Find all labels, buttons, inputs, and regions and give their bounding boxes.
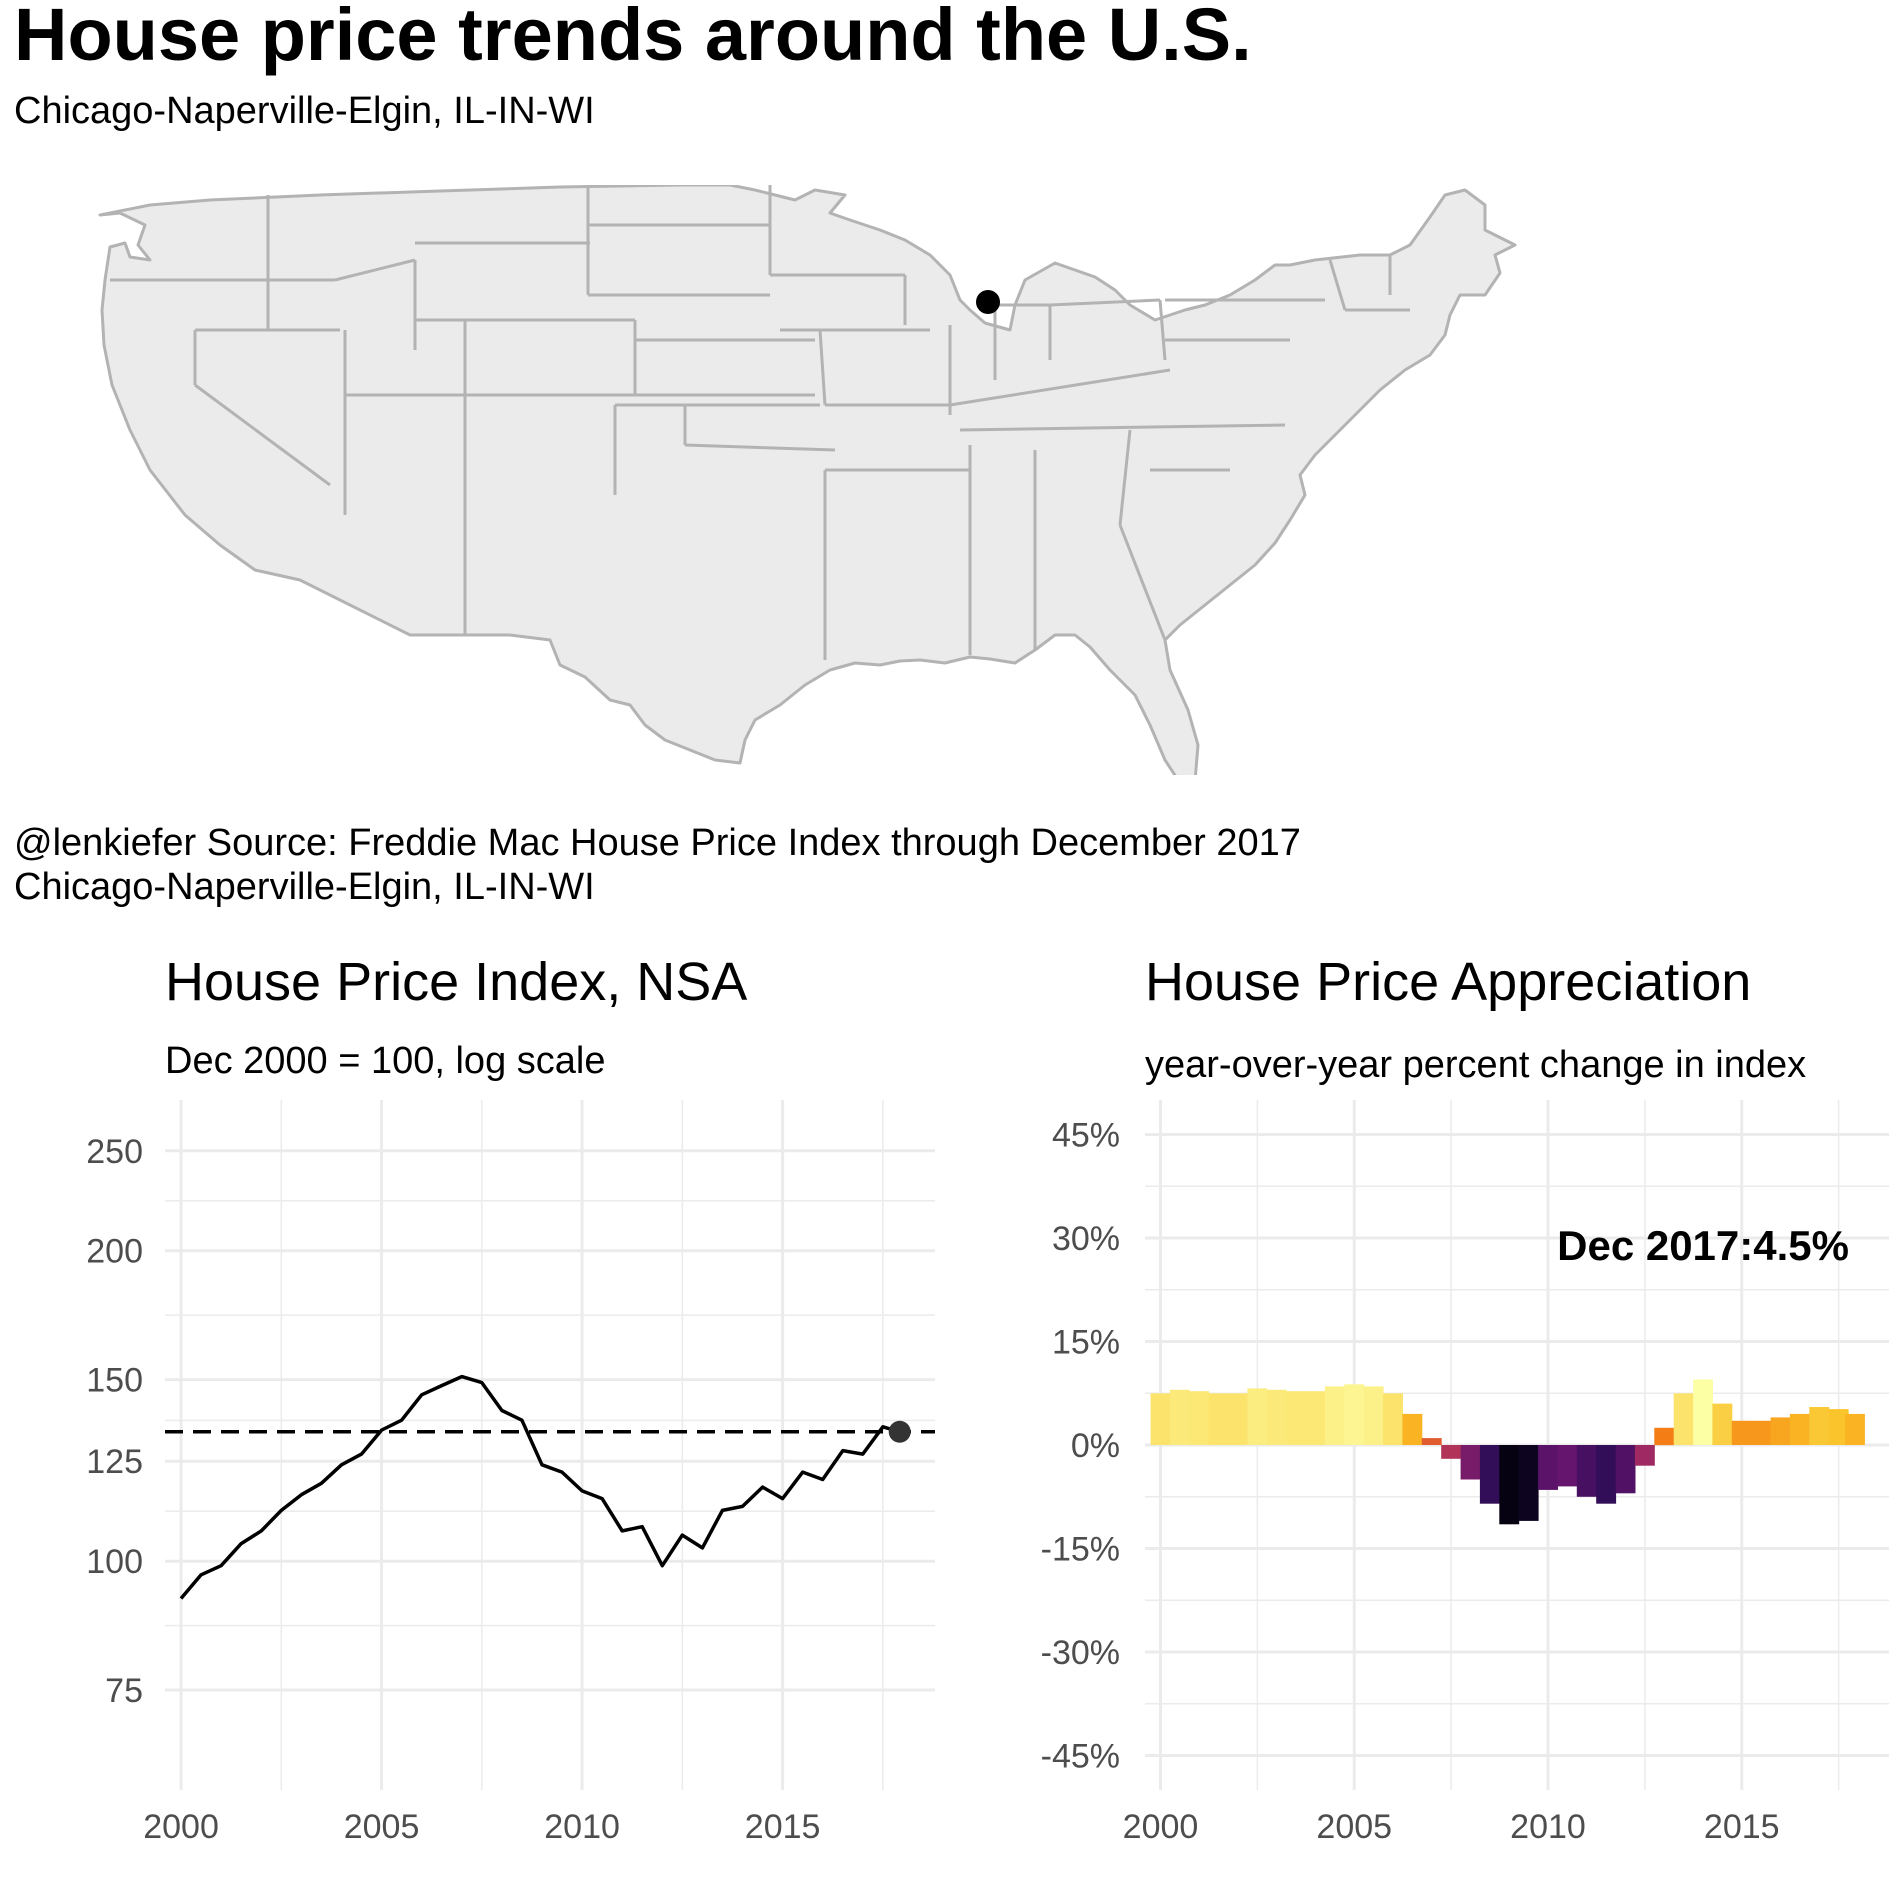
hpa-bar [1479,1445,1500,1504]
hpa-x-tick-label: 2005 [1316,1808,1392,1846]
hpi-chart: House Price Index, NSA Dec 2000 = 100, l… [86,952,935,1846]
hpa-y-tick-label: -15% [1041,1531,1120,1569]
hpi-x-tick-label: 2010 [544,1808,620,1846]
state-borders [110,185,1410,660]
hpa-bar [1557,1445,1578,1487]
hpi-y-tick-label: 125 [86,1443,143,1481]
caption-line-2: Chicago-Naperville-Elgin, IL-IN-WI [14,866,595,908]
hpi-x-tick-label: 2000 [143,1808,219,1846]
hpa-bar [1615,1445,1636,1494]
hpa-bar [1363,1386,1384,1445]
main-title: House price trends around the U.S. [14,0,1252,76]
hpi-title: House Price Index, NSA [165,952,747,1012]
hpa-bar [1731,1420,1752,1445]
hpi-y-tick-label: 250 [86,1133,143,1171]
hpa-bar [1150,1393,1171,1445]
hpa-bar [1305,1391,1326,1445]
hpi-end-point [888,1420,911,1443]
hpa-bar [1654,1427,1675,1446]
hpi-y-tick-label: 200 [86,1233,143,1271]
hpa-bar [1809,1407,1830,1445]
hpa-bar [1247,1388,1268,1445]
hpi-x-axis: 2000 2005 2010 2015 [143,1808,820,1846]
main-subtitle: Chicago-Naperville-Elgin, IL-IN-WI [14,90,595,132]
hpa-bar [1228,1393,1248,1445]
hpa-bar [1576,1445,1597,1497]
hpa-title: House Price Appreciation [1145,952,1751,1012]
hpa-bar [1673,1393,1694,1445]
hpa-bar [1596,1445,1617,1504]
hpa-bar [1286,1391,1307,1445]
hpa-bar [1324,1386,1345,1445]
hpa-y-tick-label: 45% [1052,1117,1120,1155]
hpa-y-tick-label: -30% [1041,1634,1120,1672]
hpi-grid [165,1100,935,1790]
hpa-bar [1344,1384,1365,1445]
hpa-bar [1538,1445,1558,1490]
hpi-y-tick-label: 100 [86,1543,143,1581]
hpi-x-tick-label: 2015 [745,1808,821,1846]
hpa-bar [1518,1445,1539,1521]
chicago-marker [976,290,1000,314]
hpa-x-tick-label: 2015 [1704,1808,1780,1846]
hpa-chart: House Price Appreciation year-over-year … [1041,952,1889,1846]
hpa-y-tick-label: -45% [1041,1738,1120,1776]
hpa-bar [1402,1413,1423,1445]
hpa-bars [1150,1379,1865,1525]
hpa-bar [1634,1445,1655,1466]
hpa-bar [1383,1393,1403,1445]
hpi-y-axis: 75 100 125 150 200 250 [86,1133,143,1710]
hpa-bar [1693,1379,1713,1445]
hpa-bar [1189,1391,1210,1445]
hpa-y-axis: -45% -30% -15% 0% 15% 30% 45% [1041,1117,1120,1776]
hpa-x-axis: 2000 2005 2010 2015 [1123,1808,1780,1846]
hpi-y-tick-label: 75 [105,1672,143,1710]
hpa-bar [1828,1409,1849,1445]
hpa-bar [1712,1403,1733,1445]
hpa-y-tick-label: 30% [1052,1220,1120,1258]
hpa-bar [1208,1393,1229,1445]
hpa-annotation: Dec 2017:4.5% [1557,1222,1849,1269]
hpa-bar [1441,1445,1462,1459]
hpa-bar [1845,1413,1865,1445]
hpa-bar [1169,1389,1190,1445]
hpa-subtitle: year-over-year percent change in index [1145,1044,1806,1086]
hpa-x-tick-label: 2000 [1123,1808,1199,1846]
hpa-bar [1421,1438,1442,1445]
hpa-x-tick-label: 2010 [1510,1808,1586,1846]
hpi-series-line [179,1374,901,1600]
hpa-y-tick-label: 0% [1071,1427,1120,1465]
hpa-bar [1789,1413,1810,1445]
hpa-bar [1751,1420,1772,1445]
hpa-bar [1770,1417,1791,1445]
hpa-bar [1499,1445,1520,1525]
caption-line-1: @lenkiefer Source: Freddie Mac House Pri… [14,822,1301,864]
hpa-bar [1266,1389,1287,1445]
hpi-y-tick-label: 150 [86,1362,143,1400]
hpi-x-tick-label: 2005 [344,1808,420,1846]
hpi-subtitle: Dec 2000 = 100, log scale [165,1040,605,1082]
hpa-y-tick-label: 15% [1052,1324,1120,1362]
us-map [98,185,1517,775]
hpa-bar [1460,1445,1481,1480]
